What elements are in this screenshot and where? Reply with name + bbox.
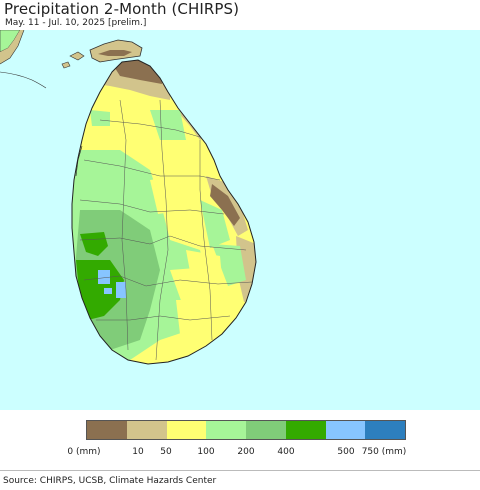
legend-label: 50 xyxy=(160,447,172,457)
legend-swatch xyxy=(87,421,127,439)
legend-label: 10 xyxy=(132,447,144,457)
footer-divider xyxy=(0,470,480,471)
legend-label: 400 xyxy=(277,447,295,457)
legend-labels: 0 (mm) 10 50 100 200 400 500 750 (mm) xyxy=(0,447,480,461)
precipitation-legend xyxy=(86,420,406,440)
legend-label: 750 (mm) xyxy=(361,447,407,457)
legend-swatch xyxy=(126,421,167,439)
precipitation-map xyxy=(0,30,480,410)
map-title: Precipitation 2-Month (CHIRPS) xyxy=(4,0,240,18)
india-coast-dry xyxy=(0,30,24,64)
source-credit: Source: CHIRPS, UCSB, Climate Hazards Ce… xyxy=(3,476,217,486)
legend-swatch xyxy=(285,421,326,439)
legend-swatch xyxy=(246,421,286,439)
legend-swatch xyxy=(365,421,405,439)
legend-label: 500 xyxy=(337,447,355,457)
legend-label: 100 xyxy=(197,447,215,457)
legend-label: 200 xyxy=(237,447,255,457)
legend-swatch xyxy=(206,421,246,439)
legend-swatch xyxy=(325,421,366,439)
legend-label: 0 (mm) xyxy=(67,447,101,457)
legend-swatch xyxy=(166,421,207,439)
sri-lanka-outline xyxy=(71,59,257,365)
date-range-subtitle: May. 11 - Jul. 10, 2025 [prelim.] xyxy=(5,18,147,28)
